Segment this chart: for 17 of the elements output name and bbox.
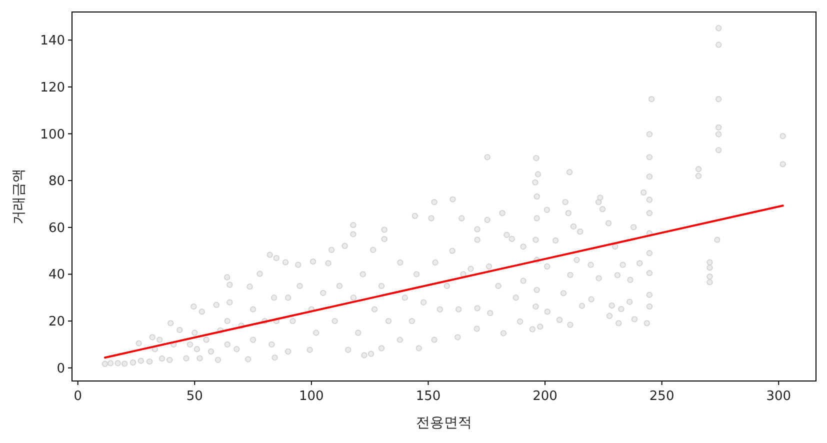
y-tick-label: 60 [48, 220, 65, 236]
y-tick-label: 140 [40, 34, 65, 49]
x-tick-label: 250 [649, 389, 674, 404]
x-tick-label: 0 [74, 389, 82, 404]
y-tick-label: 80 [48, 174, 65, 190]
y-tick-label: 0 [56, 361, 65, 376]
y-tick-label: 100 [40, 127, 65, 142]
y-axis-title: 거래금액 [11, 168, 27, 224]
x-tick-label: 50 [186, 389, 203, 404]
y-tick-label: 40 [48, 268, 65, 283]
x-tick-label: 100 [299, 389, 324, 404]
x-tick-label: 300 [766, 389, 792, 404]
y-tick-label: 120 [40, 80, 65, 96]
y-tick-label: 20 [48, 314, 65, 330]
x-axis-title: 전용면적 [416, 415, 472, 431]
x-tick-label: 150 [416, 389, 441, 404]
x-tick-label: 200 [532, 389, 558, 404]
